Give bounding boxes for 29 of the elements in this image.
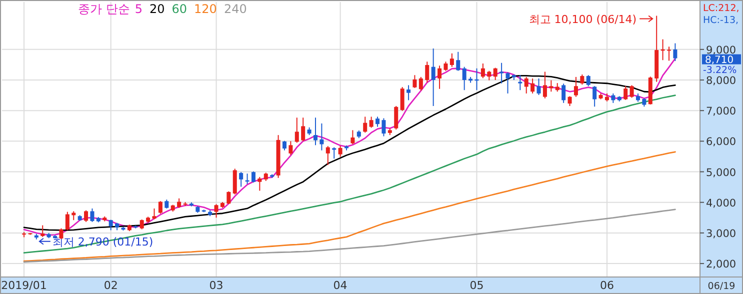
- y-tick-label: 6,000: [706, 136, 736, 148]
- line-series: [23, 151, 676, 262]
- x-tick-label: 03: [209, 279, 224, 292]
- y-tick-label: 2,000: [706, 258, 736, 271]
- text: 5: [134, 2, 142, 16]
- y-tick-label: 9,000: [706, 44, 736, 56]
- x-tick-label: 04: [333, 279, 348, 292]
- x-tick-label: 2019/01: [1, 279, 47, 292]
- line-series: [23, 208, 676, 263]
- y-tick-label: 8,000: [706, 75, 736, 88]
- text: 8,710: [705, 54, 734, 66]
- x-tick-label: 06: [600, 279, 614, 292]
- text: 120: [194, 2, 217, 16]
- annotation: 최고 10,100 (06/14): [528, 12, 637, 26]
- text: LC:212,: [703, 3, 740, 14]
- legend-title: 종가 단순: [78, 2, 130, 16]
- line-series: [23, 94, 676, 254]
- text: 06/19: [708, 281, 736, 292]
- text: 20: [149, 2, 165, 16]
- text: -3.22%: [703, 64, 737, 76]
- y-tick-label: 7,000: [706, 106, 736, 118]
- y-tick-label: 5,000: [706, 166, 736, 179]
- text: 60: [172, 2, 188, 16]
- y-tick-label: 3,000: [706, 228, 736, 240]
- x-tick-label: 02: [104, 279, 118, 292]
- x-tick-label: 05: [470, 279, 484, 292]
- text: 240: [224, 2, 247, 16]
- text: HC:-13,: [703, 15, 739, 26]
- y-tick-label: 4,000: [706, 197, 736, 210]
